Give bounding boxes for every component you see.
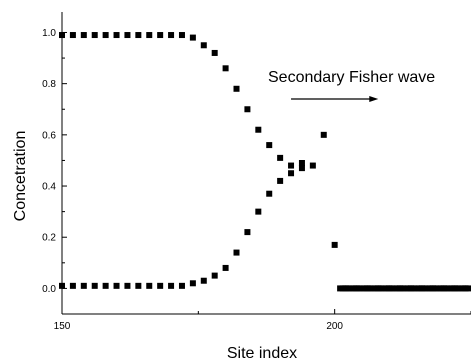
data-point [135, 32, 141, 38]
annotation-group: Secondary Fisher wave [268, 69, 435, 102]
data-point [124, 283, 130, 289]
data-point [277, 155, 283, 161]
y-tick-label: 1.0 [42, 28, 56, 39]
data-point [288, 163, 294, 169]
data-point [212, 273, 218, 279]
data-point [59, 32, 65, 38]
data-point [255, 209, 261, 215]
data-point [114, 32, 120, 38]
plot-frame [62, 12, 471, 314]
x-tick-label: 150 [54, 321, 71, 332]
data-point [103, 283, 109, 289]
data-point [103, 32, 109, 38]
data-point [135, 283, 141, 289]
data-point [190, 280, 196, 286]
x-axis-title: Site index [227, 345, 297, 362]
data-point [92, 32, 98, 38]
data-point [277, 178, 283, 184]
data-point [234, 86, 240, 92]
data-point [157, 32, 163, 38]
data-point [124, 32, 130, 38]
y-tick-label: 0.8 [42, 79, 56, 90]
data-point [212, 50, 218, 56]
data-point [244, 106, 250, 112]
data-point [201, 278, 207, 284]
y-tick-label: 0.0 [42, 284, 56, 295]
data-point [81, 32, 87, 38]
data-point [223, 65, 229, 71]
data-point [465, 285, 471, 291]
data-point [332, 242, 338, 248]
annotation-text: Secondary Fisher wave [268, 69, 435, 86]
data-point [168, 283, 174, 289]
data-point [266, 191, 272, 197]
data-point [146, 283, 152, 289]
annotation-arrowhead [369, 96, 378, 102]
data-point [310, 163, 316, 169]
y-tick-label: 0.2 [42, 233, 56, 244]
data-point [223, 265, 229, 271]
data-point [70, 283, 76, 289]
data-point [81, 283, 87, 289]
data-point [190, 35, 196, 41]
data-point [70, 32, 76, 38]
y-tick-label: 0.6 [42, 130, 56, 141]
data-point [321, 132, 327, 138]
x-tick-label: 200 [326, 321, 343, 332]
data-point [179, 283, 185, 289]
data-point [244, 229, 250, 235]
data-point [299, 160, 305, 166]
data-point [201, 42, 207, 48]
y-tick-label: 0.4 [42, 182, 56, 193]
data-point [168, 32, 174, 38]
data-point [266, 142, 272, 148]
data-point [234, 250, 240, 256]
data-point [299, 165, 305, 171]
data-point [146, 32, 152, 38]
data-point [179, 32, 185, 38]
data-point [157, 283, 163, 289]
data-point [255, 127, 261, 133]
data-point [92, 283, 98, 289]
data-point [59, 283, 65, 289]
data-point [114, 283, 120, 289]
y-axis-title: Concetration [12, 131, 29, 222]
data-point [288, 170, 294, 176]
